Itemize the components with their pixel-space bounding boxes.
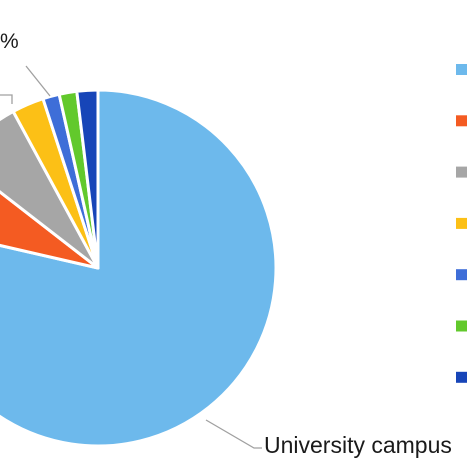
legend-swatch-6 [456, 320, 467, 332]
legend-swatch-7 [456, 371, 467, 383]
legend-swatch-4 [456, 217, 467, 229]
legend-swatch-5 [456, 269, 467, 281]
callout-university-text: University campus [264, 432, 452, 458]
callout-small-tick [0, 94, 13, 104]
legend [456, 64, 467, 383]
legend-swatch-1 [456, 64, 467, 75]
callout-university: University campus [205, 419, 452, 458]
callout-percent-text: % [0, 30, 19, 53]
pie-slices [0, 88, 278, 448]
pie-slice-7 [75, 88, 100, 270]
legend-swatch-3 [456, 166, 467, 178]
pie-slice-1 [0, 88, 278, 448]
callout-small-leader [0, 94, 13, 104]
legend-swatch-2 [456, 115, 467, 127]
callout-university-leader [205, 419, 262, 449]
callout-percent-leader [25, 65, 51, 97]
callout-percent: % [0, 30, 51, 97]
